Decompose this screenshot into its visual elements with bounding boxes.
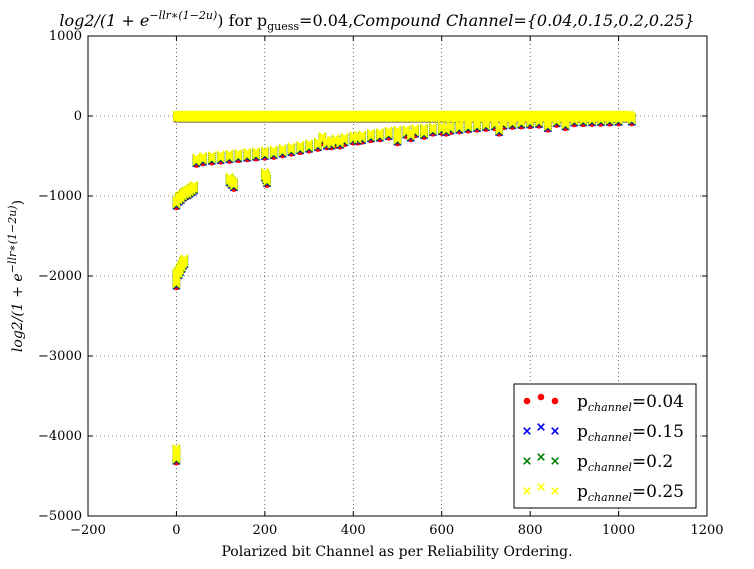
data-point	[180, 256, 189, 265]
data-point	[172, 277, 181, 287]
data-point	[180, 258, 189, 267]
data-point	[172, 453, 181, 462]
data-point	[172, 455, 181, 464]
series	[172, 110, 636, 464]
series-layer	[172, 110, 636, 466]
data-point	[172, 279, 181, 289]
